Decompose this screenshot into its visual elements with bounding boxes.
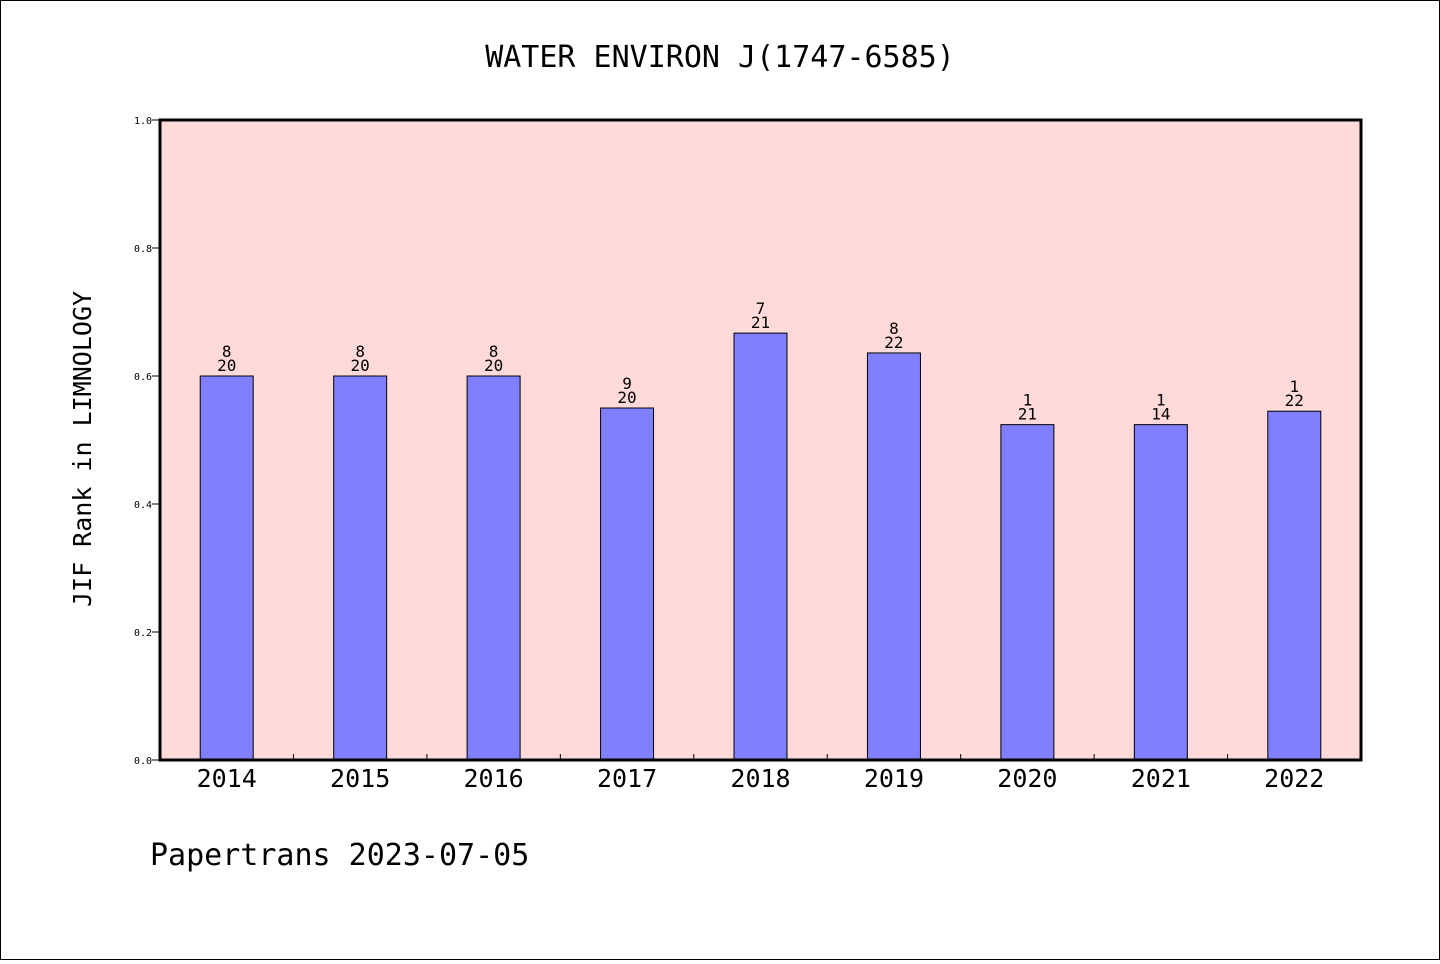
bar-2019 — [866, 352, 921, 761]
bar-2015 — [333, 375, 388, 761]
x-tick-label: 2019 — [864, 764, 924, 793]
bar-rank-label: 8 — [355, 342, 365, 361]
bar-total-label: 20 — [617, 388, 636, 407]
chart-title: WATER ENVIRON J(1747-6585) — [485, 40, 955, 75]
y-tick-label: 0.4 — [134, 500, 152, 511]
plot-border — [158, 118, 1363, 762]
bar-2017 — [600, 407, 655, 761]
y-tick-label: 0.2 — [134, 628, 152, 639]
bar-rank-label: 7 — [756, 299, 766, 318]
bar-rank-label: 8 — [489, 342, 499, 361]
bar-total-label: 21 — [1018, 405, 1037, 424]
bar-total-label: 14 — [1151, 405, 1170, 424]
x-tick-label: 2020 — [997, 764, 1057, 793]
x-tick-label: 2017 — [597, 764, 657, 793]
bar-total-label: 22 — [1285, 391, 1304, 410]
bar-2020 — [1000, 424, 1055, 761]
bar-total-label: 20 — [217, 356, 236, 375]
bar-rank-label: 8 — [222, 342, 232, 361]
x-tick-label: 2014 — [197, 764, 257, 793]
y-tick-label: 0.6 — [134, 372, 152, 383]
y-tick-label: 0.0 — [134, 756, 152, 767]
footer-credit: Papertrans 2023-07-05 — [150, 838, 529, 873]
bar-rank-label: 1 — [1023, 391, 1033, 410]
y-axis-ticks: 0.0 0.2 0.4 0.6 0.8 1.0 — [134, 116, 160, 767]
bar-total-label: 20 — [351, 356, 370, 375]
bar-total-label: 22 — [884, 333, 903, 352]
bar-rank-label: 9 — [622, 374, 632, 393]
y-axis-label: JIF Rank in LIMNOLOGY — [68, 291, 97, 607]
bar-2018 — [733, 332, 788, 761]
bar-2016 — [466, 375, 521, 761]
y-tick-label: 1.0 — [134, 116, 152, 127]
bars — [199, 332, 1322, 761]
x-tick-label: 2016 — [464, 764, 524, 793]
bar-total-label: 20 — [484, 356, 503, 375]
x-tick-label: 2015 — [330, 764, 390, 793]
bar-rank-label: 1 — [1156, 391, 1166, 410]
bar-2022 — [1267, 410, 1322, 761]
bar-total-label: 21 — [751, 313, 770, 332]
x-tick-label: 2022 — [1264, 764, 1324, 793]
x-tick-label: 2018 — [730, 764, 790, 793]
y-tick-label: 0.8 — [134, 244, 152, 255]
bar-2021 — [1133, 424, 1188, 761]
x-axis-ticks: 2014 2015 2016 2017 2018 2019 2020 2021 2022 — [197, 754, 1324, 793]
bar-rank-label: 1 — [1289, 377, 1299, 396]
x-tick-label: 2021 — [1131, 764, 1191, 793]
bar-2014 — [199, 375, 254, 761]
bar-rank-label: 8 — [889, 319, 899, 338]
